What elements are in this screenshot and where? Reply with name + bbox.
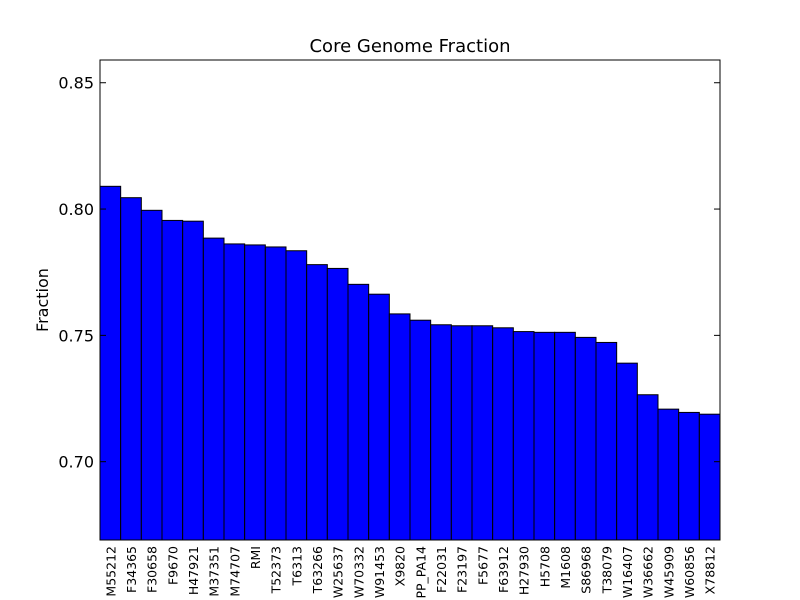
bar-h27930 bbox=[512, 331, 535, 541]
bar-w70332 bbox=[347, 283, 370, 541]
y-axis-label: Fraction bbox=[33, 268, 52, 332]
x-tick-label: H5708 bbox=[537, 546, 552, 587]
bar-x78812 bbox=[698, 413, 721, 541]
bars-group bbox=[99, 185, 721, 541]
bar-m37351 bbox=[202, 237, 225, 541]
y-tick-label: 0.70 bbox=[58, 453, 94, 472]
x-tick-label: F34365 bbox=[124, 546, 139, 593]
bar-w45909 bbox=[657, 408, 680, 541]
x-tick-label: T38079 bbox=[599, 546, 614, 594]
x-tick-label: W70332 bbox=[351, 546, 366, 598]
bar-x9820 bbox=[388, 313, 411, 541]
x-tick-label: W25637 bbox=[331, 546, 346, 598]
x-tick-label: F63912 bbox=[496, 546, 511, 593]
x-tick-label: F23197 bbox=[455, 546, 470, 593]
bar-rmi bbox=[244, 244, 266, 541]
bar-t38079 bbox=[595, 341, 618, 541]
x-tick-label: H47921 bbox=[186, 546, 201, 595]
bar-m74707 bbox=[223, 243, 246, 541]
x-tick-label: F5677 bbox=[475, 546, 490, 585]
y-tick-label: 0.85 bbox=[58, 74, 94, 93]
plot-frame bbox=[99, 59, 721, 541]
bar-h5708 bbox=[533, 331, 556, 541]
x-tick-label: X9820 bbox=[393, 546, 408, 586]
x-tick-label: W91453 bbox=[372, 546, 387, 598]
bar-t52373 bbox=[264, 246, 287, 541]
bar-w16407 bbox=[616, 362, 638, 541]
bar-m55212 bbox=[99, 185, 122, 541]
x-tick-label: W45909 bbox=[661, 546, 676, 598]
bar-w91453 bbox=[368, 293, 390, 541]
bar-f5677 bbox=[471, 325, 494, 541]
bar-f30658 bbox=[140, 209, 163, 541]
x-tick-label: T6313 bbox=[289, 546, 304, 586]
bar-pp-pa14 bbox=[409, 319, 432, 541]
bar-t63266 bbox=[306, 264, 328, 541]
bar-h47921 bbox=[182, 220, 204, 541]
bar-w36662 bbox=[636, 394, 659, 541]
x-tick-label: M1608 bbox=[558, 546, 573, 589]
chart-title: Core Genome Fraction bbox=[309, 36, 510, 57]
x-tick-label: PP_PA14 bbox=[413, 546, 428, 599]
x-tick-label: W60856 bbox=[682, 546, 697, 598]
bar-t6313 bbox=[285, 250, 308, 541]
x-tick-label: M37351 bbox=[207, 546, 222, 597]
bar-f63912 bbox=[492, 327, 514, 541]
bar-w25637 bbox=[326, 267, 349, 541]
y-tick-label: 0.75 bbox=[58, 326, 94, 345]
bar-f23197 bbox=[450, 325, 473, 541]
bar-m1608 bbox=[554, 331, 576, 541]
x-tick-label: M74707 bbox=[227, 546, 242, 597]
x-tick-label: T52373 bbox=[269, 546, 284, 594]
x-tick-label: H27930 bbox=[517, 546, 532, 595]
x-tick-label: X78812 bbox=[703, 546, 718, 594]
x-tick-label: W36662 bbox=[641, 546, 656, 598]
bar-f9670 bbox=[161, 219, 184, 541]
x-labels-group: M55212 F34365 F30658 F9670 H47921 M37351 M7470… bbox=[103, 546, 717, 599]
bar-s86968 bbox=[574, 336, 597, 541]
x-tick-label: T63266 bbox=[310, 546, 325, 594]
bar-f34365 bbox=[120, 197, 142, 541]
x-tick-label: M55212 bbox=[103, 546, 118, 597]
y-ticks-group: 0.70 0.75 0.80 0.85 bbox=[58, 74, 720, 472]
x-tick-label: S86968 bbox=[579, 546, 594, 594]
y-tick-label: 0.80 bbox=[58, 200, 94, 219]
x-tick-label: F30658 bbox=[145, 546, 160, 593]
x-tick-label: F22031 bbox=[434, 546, 449, 593]
x-tick-label: RMI bbox=[248, 546, 263, 569]
x-tick-label: F9670 bbox=[165, 546, 180, 585]
x-tick-label: W16407 bbox=[620, 546, 635, 598]
bar-w60856 bbox=[678, 411, 700, 541]
bar-f22031 bbox=[430, 324, 452, 541]
